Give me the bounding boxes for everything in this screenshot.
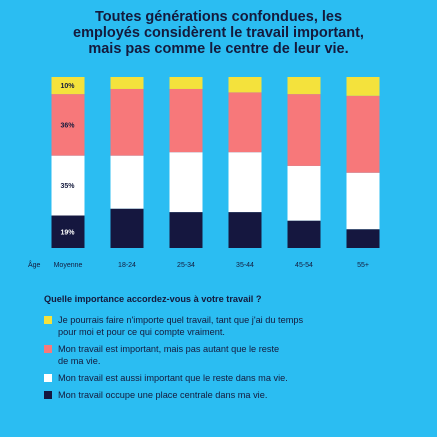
bar-segment-navy-35-44 [228, 212, 262, 248]
legend-swatch-white [44, 374, 52, 382]
bar-segment-white-45-54 [287, 165, 321, 221]
legend-item-yellow: Je pourrais faire n'importe quel travail… [44, 314, 394, 338]
legend-text-navy: Mon travail occupe une place centrale da… [58, 389, 267, 401]
bar-segment-red-35-44 [228, 92, 262, 153]
bar-segment-red-45-54 [287, 94, 321, 166]
x-tick-label-18-24: 18-24 [118, 262, 136, 269]
bar-segment-yellow-45-54 [287, 77, 321, 95]
bar-segment-navy-55+ [346, 229, 380, 248]
bar-segment-white-35-44 [228, 152, 262, 213]
x-tick-label-25-34: 25-34 [177, 262, 195, 269]
bar-segment-white-55+ [346, 172, 380, 230]
bar-segment-yellow-Moyenne [51, 77, 85, 95]
legend-swatch-red [44, 345, 52, 353]
stacked-bar-chart: 19% 35% 36% 10% Âge Moyenne 18-24 25-34 35-44 4… [28, 77, 380, 269]
x-tick-label-35-44: 35-44 [236, 262, 254, 269]
x-tick-label-55+: 55+ [357, 262, 369, 269]
bar-segment-red-18-24 [110, 88, 144, 156]
bar-segment-yellow-18-24 [110, 77, 144, 89]
data-label-red-Moyenne: 36% [61, 122, 76, 129]
bars-group: 19% 35% 36% 10% [51, 77, 380, 248]
bar-segment-yellow-25-34 [169, 77, 203, 89]
legend-swatch-yellow [44, 316, 52, 324]
legend-text-red-line-1: Mon travail est important, mais pas auta… [58, 344, 280, 354]
bar-segment-red-25-34 [169, 88, 203, 153]
bar-segment-navy-45-54 [287, 220, 321, 248]
bar-segment-yellow-55+ [346, 77, 380, 96]
title-line-3: mais pas comme le centre de leur vie. [88, 41, 349, 57]
title-line-1: Toutes générations confondues, les [94, 9, 343, 25]
bar-segment-red-Moyenne [51, 94, 85, 156]
data-label-white-Moyenne: 35% [61, 183, 76, 190]
legend-title: Quelle importance accordez-vous à votre … [44, 294, 262, 304]
bar-segment-navy-18-24 [110, 208, 144, 248]
bar-segment-navy-Moyenne [51, 215, 85, 248]
bar-segment-white-25-34 [169, 152, 203, 213]
bar-segment-white-18-24 [110, 155, 144, 209]
legend-text-navy-line-1: Mon travail occupe une place centrale da… [58, 390, 268, 400]
bar-segment-red-55+ [346, 95, 380, 173]
x-axis-ticks: Âge Moyenne 18-24 25-34 35-44 45-54 55+ [28, 260, 369, 269]
legend-item-navy: Mon travail occupe une place centrale da… [44, 389, 394, 401]
legend-text-yellow-line-2: pour moi et pour ce qui compte vraiment. [58, 327, 225, 337]
legend-text-red-line-2: de ma vie. [58, 356, 101, 366]
legend-text-yellow-line-1: Je pourrais faire n'importe quel travail… [58, 315, 304, 325]
title-line-2: employés considèrent le travail importan… [73, 25, 364, 41]
x-tick-label-45-54: 45-54 [295, 262, 313, 269]
legend-text-white-line-1: Mon travail est aussi important que le r… [58, 373, 288, 383]
x-axis-label: Âge [28, 260, 41, 269]
bar-segment-white-Moyenne [51, 155, 85, 216]
data-label-navy-Moyenne: 19% [61, 229, 76, 236]
data-label-yellow-Moyenne: 10% [61, 83, 76, 90]
chart-title: Toutes générations confondues, les emplo… [0, 9, 437, 57]
legend-text-white: Mon travail est aussi important que le r… [58, 372, 288, 384]
legend-text-red: Mon travail est important, mais pas auta… [58, 343, 279, 367]
legend-swatch-navy [44, 391, 52, 399]
legend-item-white: Mon travail est aussi important que le r… [44, 372, 394, 384]
bar-segment-yellow-35-44 [228, 77, 262, 93]
bar-segment-navy-25-34 [169, 212, 203, 248]
x-tick-label-Moyenne: Moyenne [54, 262, 83, 269]
legend-item-red: Mon travail est important, mais pas auta… [44, 343, 394, 367]
legend-text-yellow: Je pourrais faire n'importe quel travail… [58, 314, 303, 338]
legend: Je pourrais faire n'importe quel travail… [44, 314, 394, 406]
